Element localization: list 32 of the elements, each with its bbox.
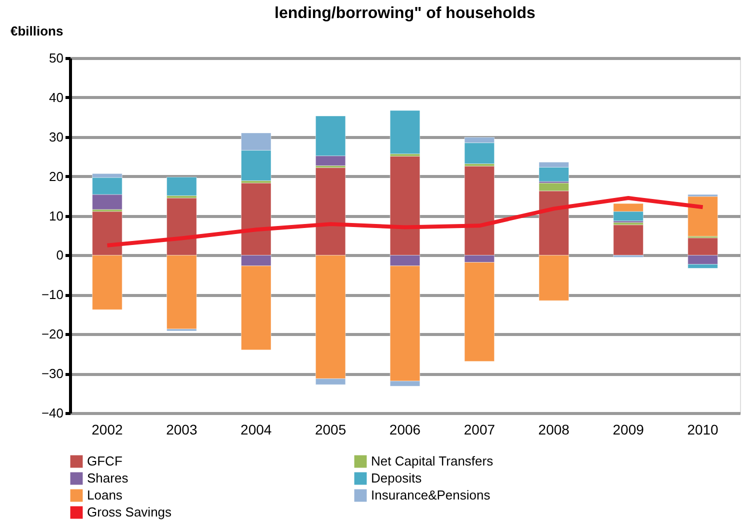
y-tick-label: −40 <box>41 406 64 420</box>
x-tick-label: 2003 <box>166 422 198 438</box>
y-tick-label: 20 <box>49 168 64 184</box>
x-tick-label: 2005 <box>314 422 346 438</box>
legend-label: Gross Savings <box>87 504 172 520</box>
x-tick-label: 2010 <box>687 422 719 438</box>
chart-title: lending/borrowing" of households <box>274 5 536 22</box>
legend-label: Net Capital Transfers <box>371 454 494 469</box>
y-axis-title: €billions <box>10 24 64 38</box>
y-tick-label: 30 <box>49 129 64 144</box>
y-tick-label: 10 <box>49 208 64 224</box>
bar <box>613 224 644 256</box>
legend-label: GFCF <box>87 454 122 469</box>
legend-label: Shares <box>87 470 129 486</box>
bar <box>166 176 197 196</box>
x-tick-label: 2004 <box>240 422 272 438</box>
y-tick-label: 40 <box>49 90 64 105</box>
x-tick-label: 2002 <box>92 422 123 438</box>
y-tick-label: −10 <box>41 287 64 302</box>
bar <box>390 110 420 154</box>
x-tick-label: 2008 <box>538 422 570 438</box>
x-tick-label: 2009 <box>612 422 644 438</box>
x-tick-label: 2007 <box>464 422 496 438</box>
line-series <box>105 196 705 248</box>
x-tick-label: 2006 <box>389 422 421 438</box>
y-tick-label: 0 <box>56 248 64 263</box>
legend-label: Loans <box>87 488 123 502</box>
y-tick-label: −20 <box>41 326 64 342</box>
y-tick-label: −30 <box>41 366 64 382</box>
legend-label: Deposits <box>371 470 422 486</box>
y-tick-label: 50 <box>49 50 64 66</box>
legend-label: Insurance&Pensions <box>371 488 491 502</box>
